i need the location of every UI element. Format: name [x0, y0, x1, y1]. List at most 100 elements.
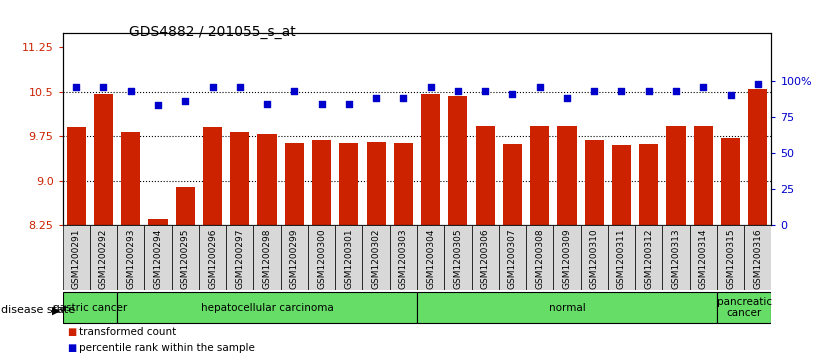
Text: GSM1200291: GSM1200291 [72, 228, 81, 289]
Text: ■: ■ [67, 327, 76, 337]
Text: percentile rank within the sample: percentile rank within the sample [79, 343, 255, 354]
Bar [339, 143, 359, 225]
Text: GSM1200303: GSM1200303 [399, 228, 408, 289]
Bar [662, 225, 690, 290]
Bar [417, 292, 717, 323]
Point [97, 83, 110, 89]
Text: GSM1200295: GSM1200295 [181, 228, 190, 289]
Point [124, 88, 138, 94]
Text: GSM1200316: GSM1200316 [753, 228, 762, 289]
Text: GSM1200313: GSM1200313 [671, 228, 681, 289]
Text: pancreatic
cancer: pancreatic cancer [716, 297, 771, 318]
Point [342, 101, 355, 107]
Bar [608, 225, 636, 290]
Text: GSM1200298: GSM1200298 [263, 228, 272, 289]
Bar [148, 219, 168, 225]
Bar [117, 292, 417, 323]
Bar [557, 126, 576, 225]
Bar [636, 225, 662, 290]
Point [260, 101, 274, 107]
Bar [63, 225, 90, 290]
Text: ■: ■ [67, 343, 76, 354]
Bar [258, 134, 277, 225]
Point [751, 81, 765, 86]
Text: GSM1200306: GSM1200306 [480, 228, 490, 289]
Text: GSM1200301: GSM1200301 [344, 228, 354, 289]
Point [206, 83, 219, 89]
Bar [475, 126, 495, 225]
Bar [389, 225, 417, 290]
Point [234, 83, 247, 89]
Point [560, 95, 574, 101]
Point [479, 88, 492, 94]
Bar [94, 94, 113, 225]
Point [397, 95, 410, 101]
Bar [117, 225, 144, 290]
Point [451, 88, 465, 94]
Bar [744, 225, 771, 290]
Point [670, 88, 683, 94]
Bar [63, 292, 117, 323]
Bar [580, 225, 608, 290]
Text: hepatocellular carcinoma: hepatocellular carcinoma [201, 303, 334, 313]
Bar [585, 140, 604, 225]
Text: GSM1200300: GSM1200300 [317, 228, 326, 289]
Point [587, 88, 600, 94]
Bar [308, 225, 335, 290]
Bar [230, 131, 249, 225]
Bar [312, 140, 331, 225]
Bar [284, 143, 304, 225]
Text: GSM1200315: GSM1200315 [726, 228, 735, 289]
Text: GSM1200302: GSM1200302 [372, 228, 380, 289]
Point [178, 98, 192, 104]
Text: ▶: ▶ [52, 305, 60, 315]
Bar [694, 126, 713, 225]
Bar [721, 138, 740, 225]
Text: GSM1200293: GSM1200293 [126, 228, 135, 289]
Bar [639, 144, 658, 225]
Bar [690, 225, 717, 290]
Point [424, 83, 437, 89]
Bar [176, 187, 195, 225]
Text: transformed count: transformed count [79, 327, 177, 337]
Bar [144, 225, 172, 290]
Point [151, 102, 164, 108]
Text: GSM1200292: GSM1200292 [99, 228, 108, 289]
Bar [445, 225, 471, 290]
Text: GSM1200294: GSM1200294 [153, 228, 163, 289]
Bar [281, 225, 308, 290]
Point [315, 101, 329, 107]
Bar [503, 144, 522, 225]
Point [369, 95, 383, 101]
Bar [717, 292, 771, 323]
Text: normal: normal [549, 303, 585, 313]
Bar [471, 225, 499, 290]
Text: GSM1200297: GSM1200297 [235, 228, 244, 289]
Text: GSM1200296: GSM1200296 [208, 228, 217, 289]
Bar [367, 142, 385, 225]
Bar [666, 126, 686, 225]
Text: GSM1200305: GSM1200305 [454, 228, 462, 289]
Bar [203, 127, 222, 225]
Text: GSM1200304: GSM1200304 [426, 228, 435, 289]
Bar [335, 225, 363, 290]
Bar [421, 94, 440, 225]
Point [696, 83, 710, 89]
Bar [363, 225, 389, 290]
Point [69, 83, 83, 89]
Bar [530, 126, 550, 225]
Point [642, 88, 656, 94]
Bar [449, 96, 467, 225]
Bar [67, 127, 86, 225]
Bar [499, 225, 526, 290]
Point [615, 88, 628, 94]
Text: GSM1200299: GSM1200299 [289, 228, 299, 289]
Text: GSM1200308: GSM1200308 [535, 228, 545, 289]
Bar [394, 143, 413, 225]
Bar [172, 225, 198, 290]
Text: GSM1200310: GSM1200310 [590, 228, 599, 289]
Bar [526, 225, 553, 290]
Bar [553, 225, 580, 290]
Text: GDS4882 / 201055_s_at: GDS4882 / 201055_s_at [129, 25, 296, 40]
Point [288, 88, 301, 94]
